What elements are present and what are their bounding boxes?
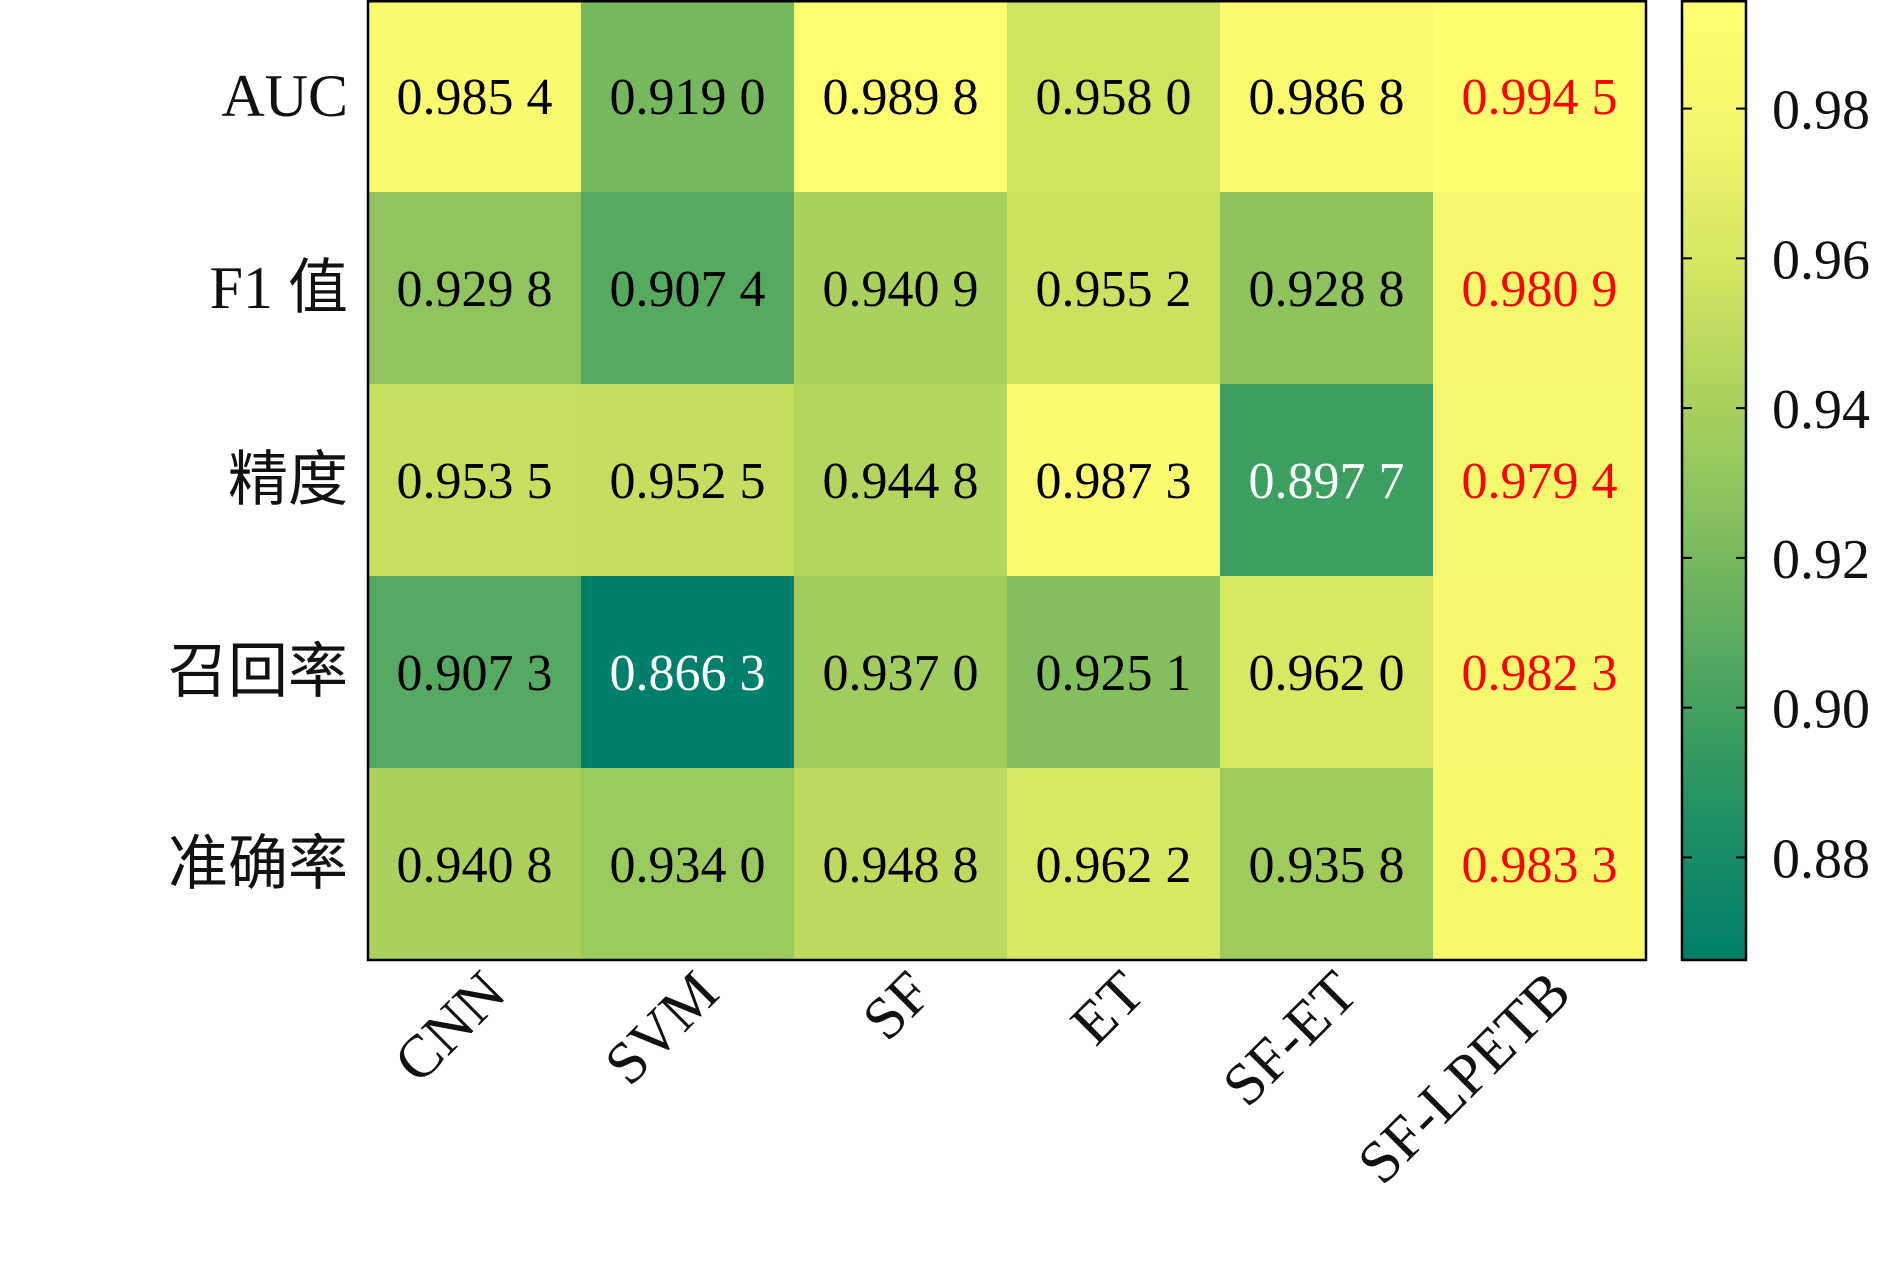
colorbar-tick-label: 0.90 [1772,679,1870,741]
cell-value-label: 0.948 8 [823,837,979,894]
heatmap-cell [581,0,795,193]
heatmap-cell [368,384,582,577]
cell-value-label: 0.989 8 [823,69,979,126]
heatmap-cell [1007,576,1221,769]
heatmap-cell [1220,0,1434,193]
colorbar-tick-label: 0.88 [1772,828,1870,890]
heatmap-cell [581,768,795,961]
cell-value-label: 0.866 3 [610,645,766,702]
cell-value-label: 0.983 3 [1462,837,1618,894]
cell-value-label: 0.982 3 [1462,645,1618,702]
heatmap-cell [1433,576,1647,769]
cell-value-label: 0.958 0 [1036,69,1192,126]
colorbar-tick-label: 0.94 [1772,379,1870,441]
cell-value-label: 0.953 5 [397,453,553,510]
column-label: CNN [381,959,517,1095]
colorbar-gradient [1680,0,1748,962]
cell-value-label: 0.925 1 [1036,645,1192,702]
heatmap-cell [1007,192,1221,385]
cell-value-label: 0.962 0 [1249,645,1405,702]
heatmap-cell [368,0,582,193]
row-label: 准确率 [168,831,348,897]
heatmap-cell [581,384,795,577]
heatmap-cell [1220,192,1434,385]
cell-value-label: 0.962 2 [1036,837,1192,894]
heatmap-cell [581,192,795,385]
cell-value-label: 0.907 4 [610,261,766,318]
heatmap-cell [1007,768,1221,961]
heatmap-cell [1433,0,1647,193]
cell-value-label: 0.952 5 [610,453,766,510]
cell-value-label: 0.940 9 [823,261,979,318]
heatmap-cell [794,576,1008,769]
cell-value-label: 0.980 9 [1462,261,1618,318]
cell-value-label: 0.928 8 [1249,261,1405,318]
heatmap-cell [1433,384,1647,577]
cell-value-label: 0.937 0 [823,645,979,702]
cell-value-label: 0.985 4 [397,69,553,126]
cell-value-label: 0.907 3 [397,645,553,702]
plot-frame [366,0,1648,962]
cell-value-label: 0.934 0 [610,837,766,894]
colorbar-tick-label: 0.96 [1772,229,1870,291]
heatmap-cells: 0.985 4 0.919 0 0.989 8 0.958 0 0.986 8 0.994… [368,0,1647,961]
heatmap-cell [368,768,582,961]
colorbar-tick-label: 0.98 [1772,80,1870,142]
column-label: SVM [592,959,731,1098]
cell-value-label: 0.944 8 [823,453,979,510]
cell-value-label: 0.929 8 [397,261,553,318]
heatmap-cell [581,576,795,769]
cell-value-label: 0.940 8 [397,837,553,894]
cell-value-label: 0.955 2 [1036,261,1192,318]
heatmap-cell [368,576,582,769]
column-label: ET [1058,959,1157,1058]
cell-value-label: 0.979 4 [1462,453,1618,510]
cell-value-label: 0.987 3 [1036,453,1192,510]
heatmap-cell [1220,576,1434,769]
cell-value-label: 0.897 7 [1249,453,1405,510]
column-label: SF-ET [1210,959,1370,1119]
heatmap-cell [1007,384,1221,577]
heatmap-cell [794,768,1008,961]
cell-value-label: 0.986 8 [1249,69,1405,126]
heatmap-cell [368,192,582,385]
row-label: 召回率 [168,639,348,705]
row-label: F1 值 [210,255,348,321]
colorbar: 0.88 0.90 0.92 0.94 0.96 0.98 [1680,0,1870,962]
heatmap-cell [794,0,1008,193]
column-label: SF [850,959,944,1053]
column-label: SF-LPETB [1345,959,1583,1197]
heatmap-cell [1220,384,1434,577]
heatmap-cell [1007,0,1221,193]
cell-value-label: 0.935 8 [1249,837,1405,894]
colorbar-tick-label: 0.92 [1772,529,1870,591]
cell-value-label: 0.919 0 [610,69,766,126]
heatmap-cell [1433,192,1647,385]
heatmap-cell [1220,768,1434,961]
heatmap-cell [794,192,1008,385]
heatmap-cell [794,384,1008,577]
row-label: AUC [221,63,348,129]
heatmap-cell [1433,768,1647,961]
row-label: 精度 [228,447,348,513]
cell-value-label: 0.994 5 [1462,69,1618,126]
